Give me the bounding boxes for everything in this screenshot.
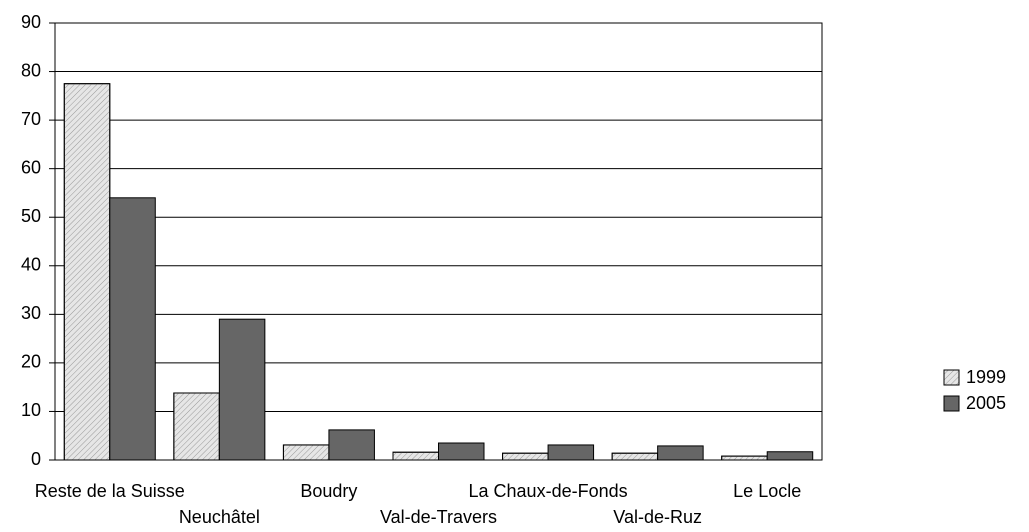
x-tick-label: La Chaux-de-Fonds (469, 481, 628, 501)
x-tick-label: Val-de-Travers (380, 507, 497, 527)
bar (328, 429, 375, 461)
bar-hatch (611, 452, 659, 461)
y-tick-label: 20 (21, 352, 41, 372)
legend-label: 2005 (966, 393, 1006, 413)
bar-hatch (502, 452, 549, 461)
bar-hatch (173, 392, 220, 461)
legend-swatch (943, 395, 960, 412)
legend-swatch-hatch (943, 369, 960, 386)
y-tick-label: 80 (21, 60, 41, 80)
bar-hatch (721, 455, 768, 461)
bar (547, 444, 595, 461)
y-tick-label: 90 (21, 12, 41, 32)
y-tick-label: 50 (21, 206, 41, 226)
x-tick-label: Reste de la Suisse (35, 481, 185, 501)
x-tick-label: Val-de-Ruz (613, 507, 702, 527)
bar (109, 197, 156, 461)
bar-hatch (392, 451, 439, 461)
x-tick-label: Le Locle (733, 481, 801, 501)
bar-hatch (282, 444, 330, 461)
x-tick-label: Boudry (300, 481, 357, 501)
y-tick-label: 0 (31, 449, 41, 469)
x-tick-label: Neuchâtel (179, 507, 260, 527)
y-tick-label: 70 (21, 109, 41, 129)
y-tick-label: 40 (21, 255, 41, 275)
bar (438, 442, 485, 461)
bar (218, 318, 266, 461)
y-tick-label: 10 (21, 400, 41, 420)
bar (657, 445, 704, 461)
bar-hatch (63, 83, 111, 461)
bar (766, 451, 814, 461)
plot-frame (54, 22, 823, 461)
y-tick-label: 30 (21, 303, 41, 323)
y-tick-label: 60 (21, 157, 41, 177)
legend-label: 1999 (966, 367, 1006, 387)
